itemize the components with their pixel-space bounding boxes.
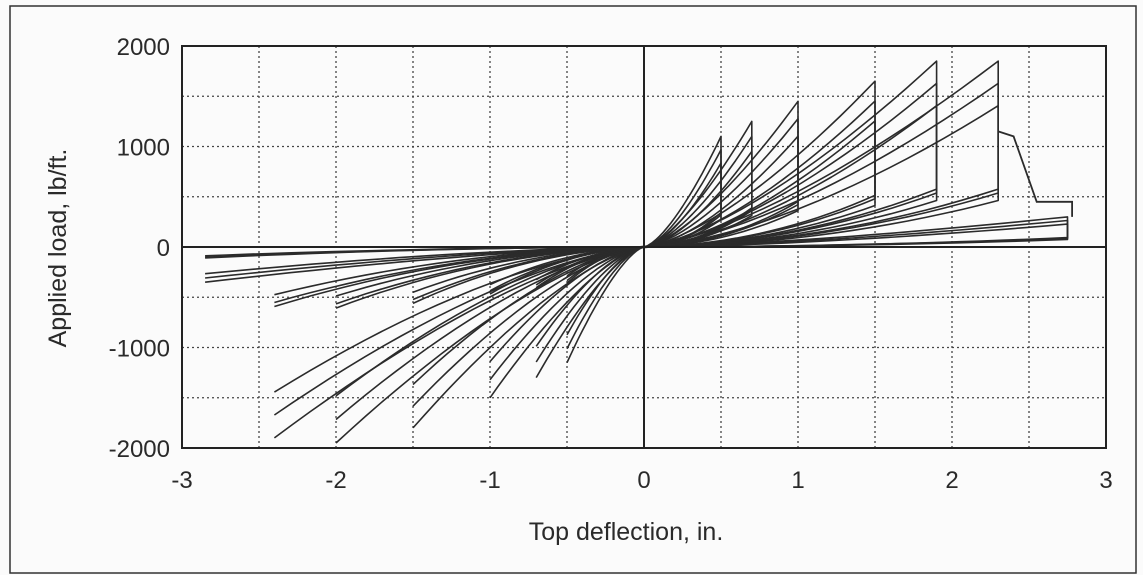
hysteresis-loop [335, 104, 938, 397]
x-tick-label: -1 [479, 467, 500, 494]
x-tick-label: 3 [1099, 467, 1112, 494]
y-tick-label: 0 [157, 235, 170, 262]
x-tick-label: 2 [945, 467, 958, 494]
y-tick-label: 2000 [117, 34, 170, 61]
y-axis-title: Applied load, lb/ft. [44, 149, 72, 348]
y-tick-label: -2000 [109, 436, 170, 463]
hysteresis-loop [412, 120, 876, 386]
hysteresis-curves [205, 60, 1073, 444]
y-tick-labels: 2000 1000 0 -1000 -2000 [109, 34, 170, 463]
failure-branch [997, 130, 1073, 217]
hysteresis-loop [205, 223, 1069, 275]
x-tick-label: 1 [791, 467, 804, 494]
y-tick-label: 1000 [117, 135, 170, 162]
x-tick-labels: -3 -2 -1 0 1 2 3 [171, 467, 1112, 494]
x-tick-label: -2 [325, 467, 346, 494]
figure-frame [9, 5, 1137, 574]
x-axis-title: Top deflection, in. [529, 518, 724, 546]
x-tick-label: 0 [637, 467, 650, 494]
hysteresis-loop [273, 104, 999, 393]
y-tick-label: -1000 [109, 336, 170, 363]
grid [182, 46, 1106, 448]
x-tick-label: -3 [171, 467, 192, 494]
